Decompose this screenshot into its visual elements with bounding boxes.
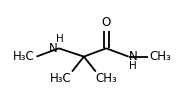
Text: H: H bbox=[129, 61, 137, 71]
Text: O: O bbox=[102, 16, 111, 29]
Text: N: N bbox=[49, 42, 58, 55]
Text: H: H bbox=[56, 34, 63, 44]
Text: H₃C: H₃C bbox=[50, 72, 72, 85]
Text: CH₃: CH₃ bbox=[149, 50, 171, 63]
Text: N: N bbox=[129, 50, 138, 63]
Text: CH₃: CH₃ bbox=[96, 72, 118, 85]
Text: H₃C: H₃C bbox=[13, 50, 35, 63]
